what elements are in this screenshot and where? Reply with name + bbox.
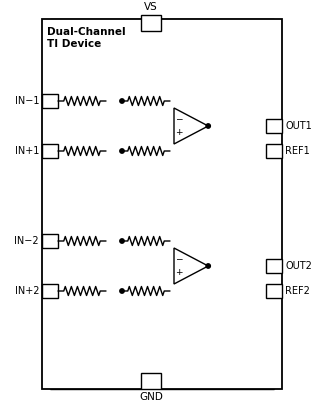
Bar [141,373,161,389]
Bar [42,234,58,248]
Text: Dual-Channel
TI Device: Dual-Channel TI Device [47,27,126,49]
Text: +: + [175,268,183,277]
Bar [42,144,58,158]
Bar [42,19,282,389]
Circle shape [206,124,210,128]
Circle shape [120,289,124,293]
Circle shape [120,99,124,103]
Bar [266,259,282,273]
Circle shape [120,239,124,243]
Text: REF1: REF1 [285,146,310,156]
Bar [141,15,161,31]
Text: OUT2: OUT2 [285,261,312,271]
Bar [266,119,282,133]
Text: OUT1: OUT1 [285,121,312,131]
Bar [42,284,58,298]
Text: IN+1: IN+1 [15,146,39,156]
Text: REF2: REF2 [285,286,310,296]
Bar [42,94,58,108]
Text: IN−1: IN−1 [14,96,39,106]
Text: IN+2: IN+2 [14,286,39,296]
Text: VS: VS [144,2,158,12]
Text: IN−2: IN−2 [14,236,39,246]
Text: GND: GND [139,392,163,402]
Circle shape [206,264,210,268]
Bar [266,144,282,158]
Text: −: − [175,255,183,264]
Text: −: − [175,115,183,124]
Text: +: + [175,128,183,137]
Circle shape [120,149,124,153]
Bar [266,284,282,298]
